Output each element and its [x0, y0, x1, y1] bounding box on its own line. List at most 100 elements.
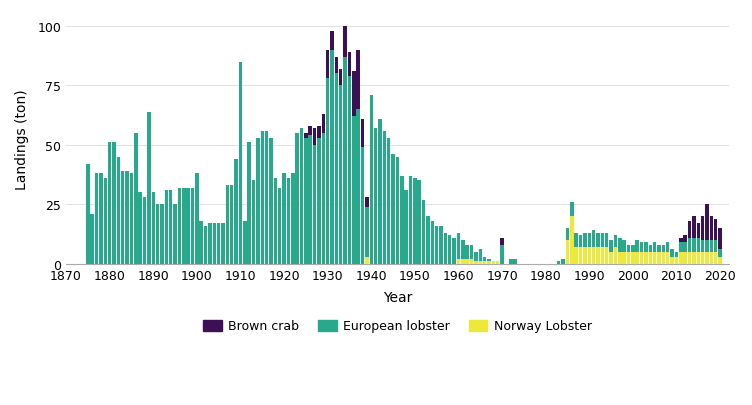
Bar — [409, 176, 412, 264]
Bar — [478, 250, 482, 262]
Bar — [356, 51, 360, 110]
Bar — [644, 243, 647, 252]
Bar — [562, 259, 565, 264]
Bar — [631, 245, 635, 252]
Bar — [417, 181, 421, 264]
Bar — [614, 236, 617, 247]
Bar — [492, 262, 495, 264]
Bar — [308, 136, 312, 264]
Bar — [453, 238, 456, 264]
Bar — [587, 247, 591, 264]
Bar — [640, 252, 644, 264]
Bar — [269, 139, 273, 264]
Bar — [191, 188, 194, 264]
Bar — [684, 243, 687, 252]
Bar — [635, 240, 639, 252]
Bar — [195, 174, 199, 264]
Bar — [679, 243, 683, 252]
Bar — [640, 243, 644, 252]
Bar — [165, 190, 168, 264]
Bar — [496, 262, 499, 264]
Bar — [579, 247, 582, 264]
Bar — [308, 126, 312, 136]
Bar — [714, 219, 717, 240]
Bar — [247, 143, 251, 264]
Bar — [653, 243, 656, 252]
Bar — [688, 222, 691, 238]
Bar — [330, 51, 334, 264]
Bar — [684, 236, 687, 243]
Bar — [326, 79, 329, 264]
Bar — [169, 190, 172, 264]
Bar — [361, 119, 364, 148]
Bar — [705, 240, 708, 252]
Bar — [117, 157, 120, 264]
Bar — [618, 238, 622, 252]
Bar — [631, 252, 635, 264]
Bar — [326, 51, 329, 79]
Bar — [705, 252, 708, 264]
Bar — [483, 262, 487, 264]
Bar — [596, 247, 600, 264]
Bar — [475, 252, 478, 262]
Bar — [339, 70, 342, 86]
Bar — [657, 252, 661, 264]
Bar — [583, 233, 587, 247]
Bar — [313, 129, 317, 145]
Bar — [566, 228, 569, 240]
Bar — [143, 198, 147, 264]
Bar — [243, 222, 247, 264]
Bar — [335, 74, 338, 264]
Bar — [626, 245, 630, 252]
Bar — [317, 139, 320, 264]
Bar — [670, 250, 674, 257]
Bar — [666, 243, 669, 252]
Bar — [252, 181, 255, 264]
Bar — [710, 252, 713, 264]
Bar — [500, 245, 504, 264]
Bar — [95, 174, 99, 264]
Bar — [592, 247, 596, 264]
Bar — [623, 252, 626, 264]
Bar — [705, 205, 708, 240]
Bar — [108, 143, 111, 264]
Bar — [461, 240, 465, 259]
Bar — [614, 247, 617, 264]
Bar — [177, 188, 181, 264]
Bar — [339, 86, 342, 264]
Bar — [714, 252, 717, 264]
Bar — [344, 27, 347, 58]
Bar — [475, 262, 478, 264]
Bar — [208, 224, 212, 264]
Bar — [657, 245, 661, 252]
Bar — [90, 214, 94, 264]
Bar — [182, 188, 186, 264]
Bar — [374, 129, 378, 264]
Bar — [509, 259, 513, 264]
Bar — [126, 172, 129, 264]
Bar — [387, 139, 390, 264]
Bar — [330, 32, 334, 51]
Bar — [696, 238, 700, 252]
Bar — [626, 252, 630, 264]
Bar — [514, 259, 517, 264]
Bar — [579, 236, 582, 247]
Bar — [287, 179, 290, 264]
Bar — [688, 238, 691, 252]
Bar — [648, 245, 652, 252]
Bar — [465, 259, 469, 264]
Bar — [369, 96, 373, 264]
Bar — [439, 226, 443, 264]
Bar — [226, 186, 229, 264]
Bar — [313, 145, 317, 264]
Bar — [605, 247, 608, 264]
Bar — [592, 231, 596, 247]
Bar — [444, 233, 447, 264]
Bar — [718, 228, 722, 250]
Bar — [199, 222, 203, 264]
Bar — [701, 252, 705, 264]
Bar — [662, 252, 665, 264]
Y-axis label: Landings (ton): Landings (ton) — [15, 90, 29, 190]
Bar — [701, 217, 705, 240]
X-axis label: Year: Year — [383, 290, 412, 304]
